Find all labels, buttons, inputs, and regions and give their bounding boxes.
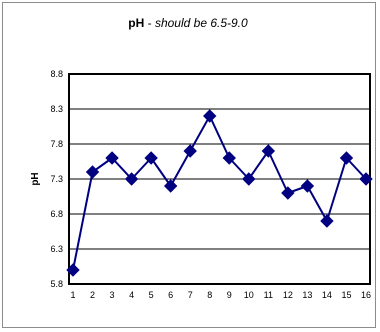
data-point-marker — [222, 151, 236, 165]
chart-title-main: pH — [128, 16, 145, 30]
data-point-marker — [300, 179, 315, 193]
y-axis-title: pH — [30, 172, 41, 185]
x-tick-label: 10 — [244, 290, 254, 300]
y-tick-label: 6.8 — [50, 209, 63, 219]
data-point-marker — [163, 179, 178, 193]
y-axis-tick-labels: 5.8 6.3 6.8 7.3 7.8 8.3 8.8 — [50, 69, 63, 289]
x-tick-label: 16 — [361, 290, 371, 300]
data-point-marker — [144, 151, 158, 165]
chart-title-separator: - — [144, 16, 155, 30]
data-point-marker — [339, 151, 354, 165]
data-point-marker — [320, 214, 334, 228]
data-point-marker — [85, 165, 100, 179]
y-tick-label: 7.3 — [50, 174, 63, 184]
chart-title: pH - should be 6.5-9.0 — [0, 16, 376, 30]
x-tick-label: 12 — [283, 290, 293, 300]
x-tick-label: 11 — [264, 290, 273, 300]
gridlines — [69, 73, 370, 285]
x-tick-label: 7 — [188, 290, 193, 300]
series-line — [72, 115, 367, 271]
data-point-marker — [281, 186, 295, 200]
x-tick-label: 6 — [168, 290, 173, 300]
y-tick-label: 8.3 — [50, 104, 63, 114]
data-point-marker — [105, 151, 119, 165]
data-point-marker — [66, 263, 80, 277]
x-tick-label: 5 — [149, 290, 154, 300]
series-layer — [66, 109, 373, 277]
x-tick-label: 14 — [322, 290, 332, 300]
x-tick-label: 1 — [70, 290, 75, 300]
x-tick-label: 9 — [227, 290, 232, 300]
data-point-marker — [242, 172, 256, 186]
data-point-marker — [124, 172, 139, 186]
y-tick-label: 5.8 — [50, 279, 63, 289]
data-point-marker — [261, 144, 276, 158]
x-tick-label: 8 — [207, 290, 212, 300]
x-tick-label: 15 — [341, 290, 351, 300]
x-tick-label: 3 — [110, 290, 115, 300]
chart-subtitle: should be 6.5-9.0 — [154, 16, 248, 30]
y-tick-label: 6.3 — [50, 244, 63, 254]
chart-frame — [2, 2, 376, 328]
x-tick-label: 4 — [129, 290, 134, 300]
data-point-marker — [183, 144, 197, 158]
x-tick-label: 13 — [302, 290, 312, 300]
y-tick-label: 8.8 — [50, 69, 63, 79]
x-tick-label: 2 — [90, 290, 95, 300]
y-tick-label: 7.8 — [50, 139, 63, 149]
x-axis-tick-labels: 1 2 3 4 5 6 7 8 9 10 11 12 13 14 15 16 — [70, 290, 371, 300]
data-point-marker — [359, 172, 373, 186]
data-point-marker — [203, 109, 217, 123]
